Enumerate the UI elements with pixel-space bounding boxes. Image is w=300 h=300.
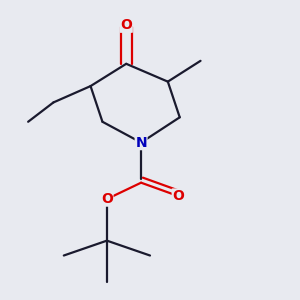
Text: N: N: [135, 136, 147, 150]
Text: O: O: [172, 189, 184, 203]
Text: O: O: [120, 18, 132, 32]
Text: O: O: [101, 192, 113, 206]
